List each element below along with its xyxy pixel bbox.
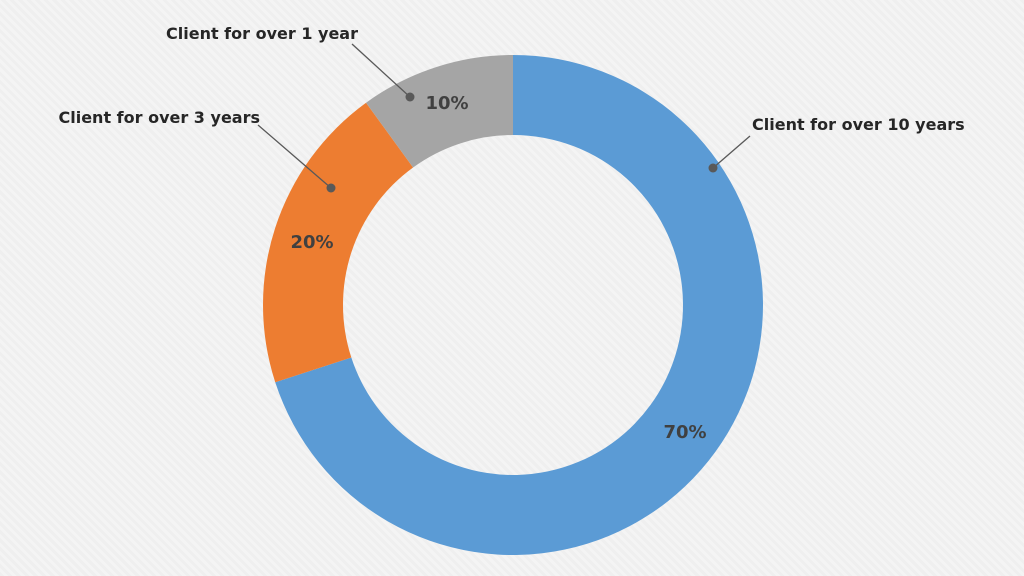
category-label-2: Client for over 3 years: [58, 108, 260, 127]
value-label-3: 10%: [425, 93, 468, 114]
leader-dot-3: [405, 92, 415, 102]
leader-line-1: [712, 135, 751, 169]
donut-slice-3: [366, 55, 513, 168]
leader-line-2: [257, 124, 332, 189]
donut-slice-1: [275, 55, 764, 555]
category-label-3: Client for over 1 year: [166, 24, 358, 43]
leader-dot-1: [708, 163, 718, 173]
category-label-1: Client for over 10 years: [752, 115, 965, 134]
leader-dot-2: [326, 183, 336, 193]
leader-line-3: [351, 43, 411, 98]
value-label-1: 70%: [663, 422, 706, 443]
value-label-2: 20%: [290, 232, 333, 253]
donut-slice-2: [263, 102, 414, 383]
